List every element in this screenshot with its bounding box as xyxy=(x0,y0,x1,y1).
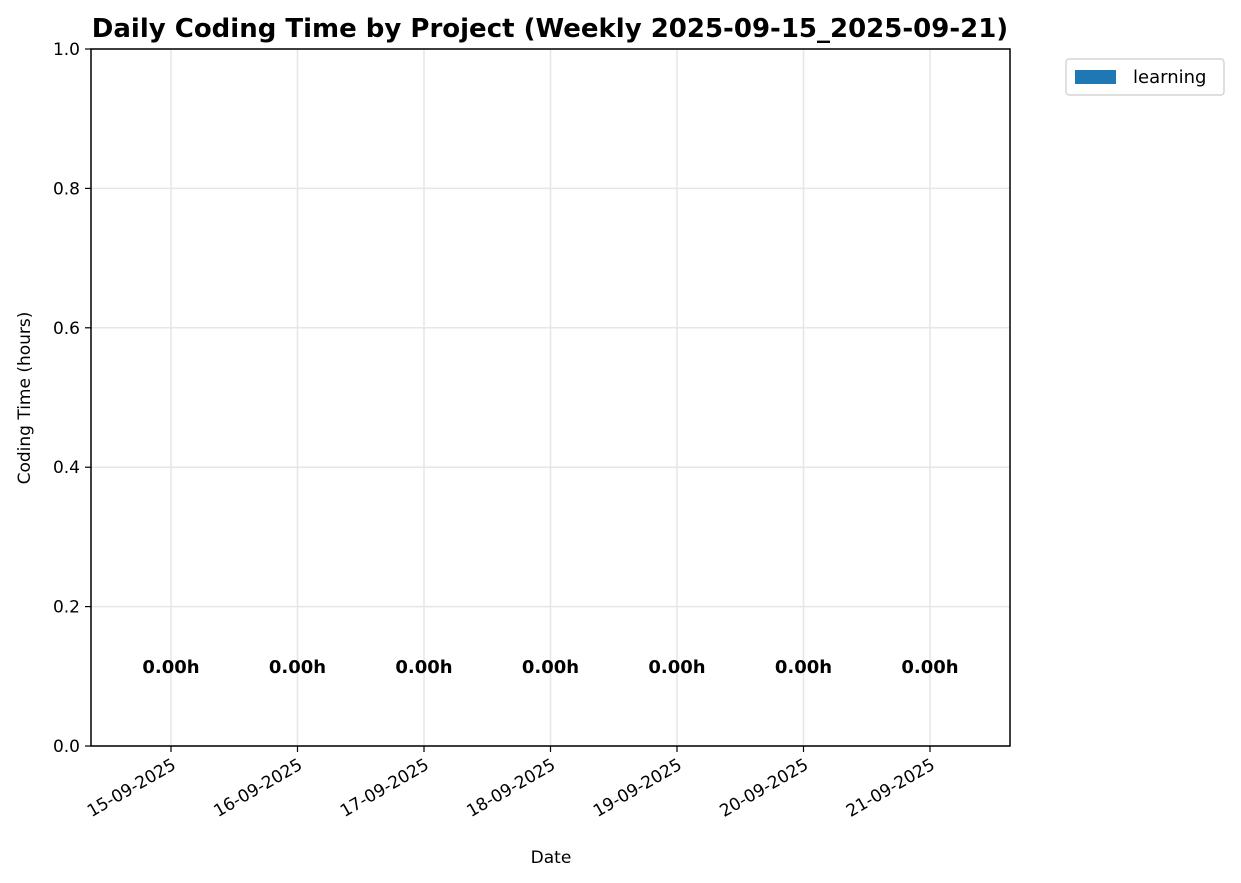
y-tick-label: 0.8 xyxy=(53,179,80,199)
bar-value-label: 0.00h xyxy=(775,657,832,678)
chart-title: Daily Coding Time by Project (Weekly 202… xyxy=(92,14,1008,44)
bar-value-label: 0.00h xyxy=(395,657,452,678)
bar-value-label: 0.00h xyxy=(901,657,958,678)
legend-frame xyxy=(1065,58,1225,96)
bar-value-label: 0.00h xyxy=(522,657,579,678)
bar-value-label: 0.00h xyxy=(269,657,326,678)
bar-value-label: 0.00h xyxy=(142,657,199,678)
legend-swatch-learning xyxy=(1075,70,1116,84)
y-tick-label: 0.0 xyxy=(53,737,80,757)
data-labels: 0.00h 0.00h 0.00h 0.00h 0.00h 0.00h 0.00h xyxy=(142,657,958,678)
y-tick-label: 1.0 xyxy=(53,40,80,60)
legend: learning xyxy=(1065,58,1225,96)
y-axis: 0.0 0.2 0.4 0.6 0.8 1.0 xyxy=(53,40,91,757)
x-axis-label: Date xyxy=(531,848,572,868)
bar-value-label: 0.00h xyxy=(648,657,705,678)
y-tick-label: 0.2 xyxy=(53,598,80,618)
y-tick-label: 0.6 xyxy=(53,319,80,339)
y-tick-label: 0.4 xyxy=(53,458,80,478)
legend-label-learning: learning xyxy=(1133,67,1206,88)
y-axis-label: Coding Time (hours) xyxy=(15,312,35,485)
